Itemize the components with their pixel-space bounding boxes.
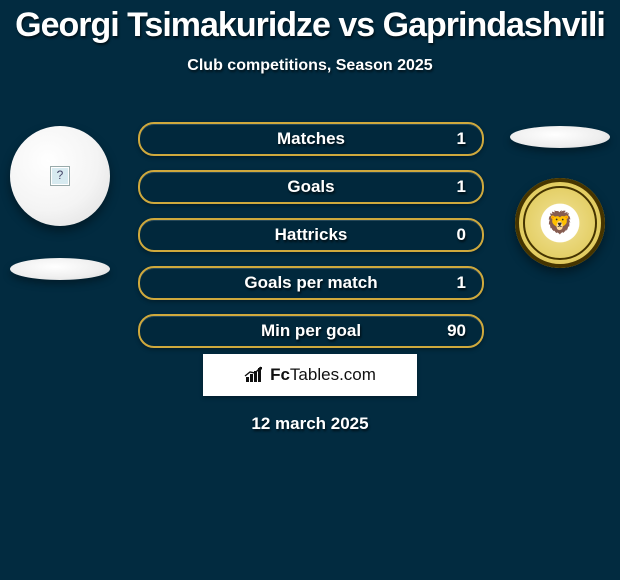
player-right-block: 🦁 <box>510 126 610 268</box>
player-left-block: ? <box>10 126 110 280</box>
stats-list: Matches 1 Goals 1 Hattricks 0 Goals per … <box>138 122 484 362</box>
stat-label: Hattricks <box>140 220 482 250</box>
stat-label: Matches <box>140 124 482 154</box>
lion-icon: 🦁 <box>546 210 573 236</box>
stat-row: Goals 1 <box>138 170 484 204</box>
date-label: 12 march 2025 <box>0 414 620 434</box>
stat-label: Goals per match <box>140 268 482 298</box>
player-left-ellipse <box>10 258 110 280</box>
stat-row: Matches 1 <box>138 122 484 156</box>
brand-prefix: Fc <box>270 365 290 384</box>
placeholder-icon: ? <box>50 166 70 186</box>
stat-value: 90 <box>447 316 466 346</box>
stat-value: 1 <box>457 268 466 298</box>
brand-badge: FcTables.com <box>203 354 417 396</box>
comparison-card: Georgi Tsimakuridze vs Gaprindashvili Cl… <box>0 0 620 580</box>
brand-suffix: .com <box>339 365 376 384</box>
stat-label: Goals <box>140 172 482 202</box>
brand-text: FcTables.com <box>270 365 376 385</box>
stat-value: 1 <box>457 172 466 202</box>
bar-chart-icon <box>244 366 266 384</box>
brand-main: Tables <box>290 365 339 384</box>
page-title: Georgi Tsimakuridze vs Gaprindashvili <box>0 0 620 45</box>
player-right-club-badge: 🦁 <box>515 178 605 268</box>
page-subtitle: Club competitions, Season 2025 <box>0 57 620 75</box>
stat-row: Goals per match 1 <box>138 266 484 300</box>
player-right-ellipse <box>510 126 610 148</box>
stat-value: 1 <box>457 124 466 154</box>
stat-row: Hattricks 0 <box>138 218 484 252</box>
player-left-avatar: ? <box>10 126 110 226</box>
stat-value: 0 <box>457 220 466 250</box>
stat-row: Min per goal 90 <box>138 314 484 348</box>
stat-label: Min per goal <box>140 316 482 346</box>
